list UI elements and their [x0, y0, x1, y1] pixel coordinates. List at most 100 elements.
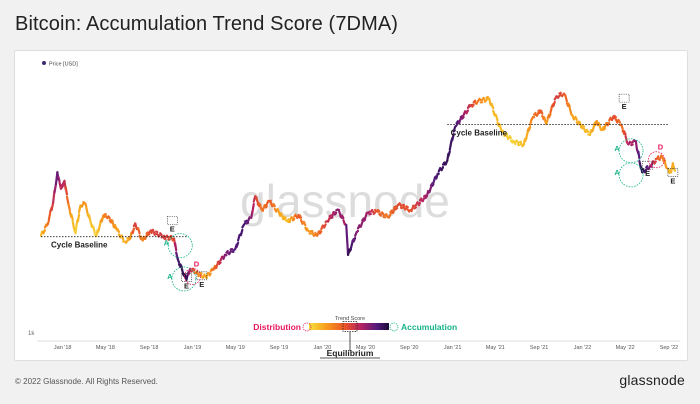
x-tick-label: Sep '20	[400, 345, 418, 351]
x-tick-label: Jan '21	[444, 345, 462, 351]
price-segment	[585, 128, 590, 134]
price-segment	[261, 205, 266, 211]
price-segment	[207, 271, 211, 275]
price-segment	[256, 202, 261, 208]
price-segment	[672, 167, 677, 172]
price-segment	[645, 165, 649, 169]
cycle-baseline-label: Cycle Baseline	[51, 241, 108, 250]
price-segment	[315, 231, 320, 237]
price-segment	[417, 201, 422, 207]
price-segment	[515, 139, 520, 145]
price-segment	[518, 140, 523, 144]
price-segment	[177, 263, 182, 269]
price-segment	[111, 220, 115, 227]
x-tick-label: May '19	[226, 345, 245, 351]
price-segment	[145, 231, 149, 235]
accumulation-symbol	[389, 322, 399, 332]
price-segment	[131, 227, 135, 235]
price-segment	[60, 184, 65, 189]
price-segment	[394, 207, 399, 211]
price-segment	[185, 273, 189, 281]
trend-score-colorbar: Trend Score Distribution Accumulation Eq…	[253, 316, 457, 359]
price-segment	[574, 115, 578, 121]
price-segment	[215, 261, 219, 269]
price-segment	[600, 125, 605, 132]
price-segment	[42, 229, 47, 235]
x-tick-label: Sep '22	[660, 345, 678, 351]
price-segment	[485, 95, 489, 99]
price-segment	[65, 195, 70, 206]
price-segment	[71, 219, 76, 230]
price-segment	[191, 267, 196, 272]
x-tick-label: Sep '18	[140, 345, 158, 351]
price-segment	[671, 162, 676, 170]
price-segment	[575, 121, 580, 126]
price-segment	[80, 202, 85, 208]
copyright: © 2022 Glassnode. All Rights Reserved.	[15, 377, 158, 386]
price-segment	[441, 161, 446, 166]
price-segment	[197, 274, 202, 278]
colorbar-gradient	[309, 323, 389, 330]
price-segment	[535, 111, 540, 117]
price-segment	[216, 260, 221, 264]
price-segment	[389, 209, 393, 214]
price-segment	[298, 214, 303, 219]
marker-exit: E	[199, 280, 204, 289]
price-segment	[628, 140, 633, 144]
x-tick-label: Jan '18	[54, 345, 72, 351]
price-segment	[218, 261, 222, 266]
price-segment	[403, 207, 408, 211]
x-tick-label: Jan '20	[314, 345, 332, 351]
price-segment	[126, 236, 130, 240]
price-segment	[381, 211, 385, 216]
legend-label: Price [USD]	[49, 62, 78, 68]
price-segment	[405, 205, 409, 209]
cycle-baselines: Cycle Baseline Cycle Baseline	[41, 124, 669, 250]
price-segment	[509, 139, 514, 144]
price-segment	[440, 165, 445, 172]
price-segment	[103, 212, 107, 216]
price-segment	[634, 140, 639, 151]
price-segment	[627, 141, 631, 146]
price-segment	[455, 120, 460, 125]
price-segment	[235, 241, 240, 248]
price-segment	[174, 242, 178, 252]
price-segment	[272, 202, 276, 208]
price-segment	[428, 186, 433, 194]
price-segment	[366, 210, 371, 214]
price-segment	[84, 202, 88, 207]
marker-accumulation: A	[167, 272, 173, 281]
price-segment	[537, 109, 541, 112]
price-segment	[565, 102, 570, 108]
price-segment	[283, 215, 287, 219]
price-segment	[378, 212, 382, 217]
distribution-circle	[648, 151, 665, 169]
price-segment	[371, 209, 375, 214]
marker-accumulation: A	[614, 168, 620, 177]
x-tick-label: Jan '22	[574, 345, 592, 351]
price-segment	[423, 194, 427, 198]
price-segment	[448, 141, 453, 151]
price-segment	[57, 175, 61, 183]
price-segment	[162, 237, 167, 241]
marker-accumulation: A	[614, 144, 620, 153]
legend: Price [USD]	[42, 61, 78, 68]
price-segment	[348, 248, 352, 253]
x-tick-label: Sep '21	[530, 345, 548, 351]
accumulation-circle	[171, 266, 197, 292]
price-segment	[624, 134, 629, 144]
y-axis-label: 1k	[28, 331, 35, 337]
exit-box	[642, 160, 653, 170]
price-segment	[137, 227, 141, 235]
price-segment	[581, 124, 586, 128]
price-segment	[97, 221, 102, 230]
price-segment	[153, 232, 158, 236]
price-segment	[643, 168, 648, 174]
price-segment	[613, 114, 618, 119]
colorbar-title: Trend Score	[335, 316, 365, 322]
price-segment	[208, 272, 212, 277]
price-segment	[637, 150, 641, 160]
price-segment	[245, 221, 250, 225]
price-segment	[552, 100, 556, 108]
